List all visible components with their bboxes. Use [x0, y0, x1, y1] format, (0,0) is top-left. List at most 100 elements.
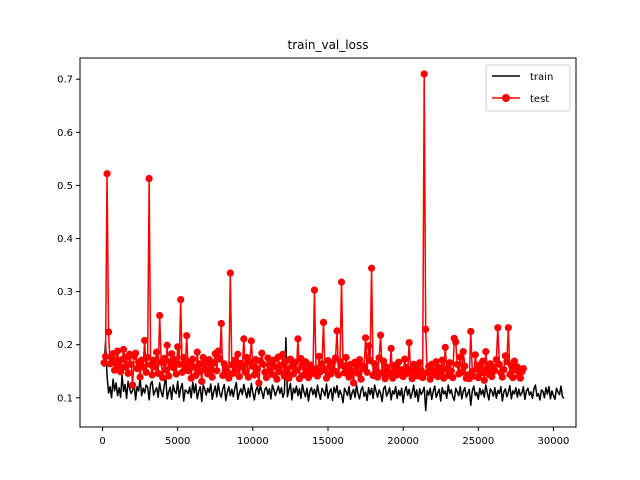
data-point-test	[372, 366, 380, 374]
data-point-test	[101, 352, 110, 360]
data-point-test	[494, 324, 502, 332]
data-point-test	[139, 363, 147, 371]
data-point-test	[258, 349, 266, 357]
x-tick-label: 20000	[387, 436, 419, 447]
legend-train-label: train	[530, 72, 553, 83]
legend-test-label: test	[530, 94, 549, 105]
data-point-test	[268, 370, 276, 379]
data-point-test	[124, 369, 132, 377]
data-point-test	[223, 368, 231, 376]
data-point-test	[195, 368, 203, 376]
data-point-test	[310, 286, 319, 294]
data-point-test	[374, 373, 382, 381]
data-point-test	[516, 374, 524, 382]
data-point-test	[136, 373, 144, 381]
data-point-test	[423, 369, 431, 377]
data-point-test	[458, 368, 466, 376]
data-point-test	[479, 357, 487, 365]
data-point-test	[169, 363, 177, 372]
data-point-test	[504, 324, 512, 332]
data-point-test	[145, 174, 153, 183]
data-point-test	[151, 363, 159, 371]
data-point-test	[408, 375, 416, 383]
y-tick-label: 0.4	[57, 234, 73, 245]
data-point-test	[513, 363, 521, 371]
data-point-test	[416, 359, 424, 367]
data-point-test	[165, 372, 173, 380]
data-point-test	[240, 335, 248, 343]
data-point-test	[100, 359, 108, 367]
data-point-test	[337, 278, 346, 286]
data-point-test	[231, 356, 239, 364]
data-point-test	[213, 367, 221, 375]
y-tick-label: 0.7	[57, 75, 73, 86]
data-point-test	[142, 368, 150, 376]
data-point-test	[159, 374, 167, 382]
data-point-test	[129, 381, 137, 389]
data-point-test	[171, 355, 179, 364]
data-point-test	[172, 370, 180, 378]
data-point-test	[180, 353, 188, 362]
data-point-test	[148, 371, 156, 379]
data-point-test	[456, 353, 464, 361]
data-point-test	[352, 363, 361, 371]
data-point-test	[216, 355, 224, 363]
data-point-test	[141, 336, 149, 345]
data-point-test	[279, 350, 287, 358]
data-point-test	[262, 374, 270, 382]
data-point-test	[405, 338, 413, 347]
x-tick-label: 0	[99, 436, 105, 447]
data-point-test	[395, 358, 403, 366]
data-point-test	[437, 368, 445, 376]
data-point-test	[103, 170, 111, 178]
data-point-test	[292, 366, 301, 374]
data-point-test	[156, 311, 164, 320]
data-point-test	[367, 264, 376, 272]
data-point-test	[380, 357, 388, 365]
data-point-test	[342, 353, 350, 362]
data-point-test	[168, 350, 176, 358]
data-point-test	[330, 367, 338, 375]
data-point-test	[175, 360, 183, 368]
data-point-test	[498, 373, 506, 381]
data-point-test	[285, 374, 293, 382]
data-point-test	[370, 360, 379, 368]
data-point-test	[138, 356, 146, 364]
data-point-test	[422, 325, 430, 333]
data-point-test	[482, 348, 490, 356]
data-point-test	[495, 360, 503, 368]
y-tick-label: 0.5	[57, 181, 73, 192]
data-point-test	[348, 367, 356, 375]
chart-title: train_val_loss	[288, 38, 369, 52]
data-point-test	[217, 319, 225, 328]
data-point-test	[452, 338, 460, 346]
data-point-test	[477, 369, 485, 377]
data-point-test	[110, 366, 119, 374]
data-point-test	[234, 350, 242, 358]
data-point-test	[447, 367, 455, 375]
data-point-test	[116, 368, 125, 376]
data-point-test	[184, 367, 192, 375]
data-point-test	[208, 373, 216, 381]
data-point-test	[198, 377, 206, 385]
data-point-test	[127, 360, 135, 368]
data-point-test	[461, 362, 469, 370]
data-point-test	[189, 355, 197, 363]
data-point-test	[163, 341, 171, 349]
data-point-test	[225, 374, 233, 382]
data-point-test	[271, 363, 279, 371]
data-point-test	[273, 375, 281, 383]
data-point-test	[426, 375, 434, 383]
data-point-test	[509, 374, 517, 382]
x-tick-label: 10000	[237, 436, 269, 447]
data-point-test	[322, 374, 331, 382]
data-point-test	[500, 366, 508, 374]
data-point-test	[459, 348, 467, 356]
data-point-test	[345, 373, 353, 381]
data-point-test	[277, 361, 286, 370]
data-point-test	[453, 360, 461, 368]
data-point-test	[113, 347, 122, 355]
data-point-test	[247, 337, 255, 345]
data-point-test	[154, 369, 162, 377]
